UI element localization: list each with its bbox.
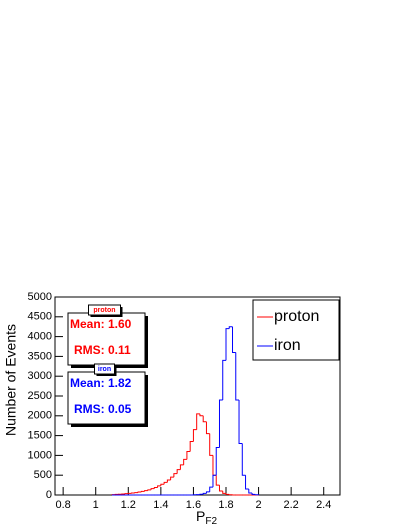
histogram-step: [222, 359, 226, 400]
histogram-step: [228, 326, 233, 329]
histogram-step: [166, 479, 171, 483]
x-tick-label: 1.2: [121, 499, 136, 511]
stats-header: [88, 304, 121, 316]
x-tick-label: 1.4: [153, 499, 168, 511]
y-tick-label: 1000: [28, 449, 52, 461]
histogram-step: [192, 429, 197, 442]
histogram-step: [245, 475, 249, 490]
stats-header: [94, 363, 115, 375]
x-tick-label: 1.8: [218, 499, 233, 511]
histogram-step: [153, 486, 158, 489]
histogram-step: [150, 488, 155, 490]
histogram-step: [160, 483, 165, 486]
x-tick-label: 1: [93, 499, 99, 511]
y-axis-title: Number of Events: [3, 324, 19, 436]
y-tick-label: 3500: [28, 350, 52, 362]
x-tick-label: 2.2: [283, 499, 298, 511]
y-tick-label: 5000: [28, 291, 52, 303]
histogram-step: [218, 399, 223, 448]
histogram-step: [212, 474, 217, 488]
x-tick-label: 0.8: [55, 499, 70, 511]
stats-rms: RMS: 0.05: [74, 402, 132, 416]
histogram-step: [202, 415, 207, 423]
legend-label: iron: [274, 337, 301, 354]
stats-mean: Mean: 1.60: [70, 317, 132, 331]
stats-box: [67, 371, 146, 425]
histogram-step: [147, 489, 152, 491]
histogram-step: [238, 399, 243, 445]
stats-box: [67, 312, 146, 366]
x-axis-title-sub: F2: [205, 516, 217, 527]
histogram-step: [163, 481, 168, 485]
histogram-step: [205, 491, 210, 494]
stats-title: proton: [93, 307, 115, 314]
y-tick-label: 4000: [28, 331, 52, 343]
histogram-step: [144, 490, 148, 492]
histogram-step: [202, 492, 207, 495]
histogram-step: [186, 450, 191, 460]
y-tick-label: 0: [46, 489, 52, 501]
histogram-step: [196, 413, 200, 430]
histogram-step: [140, 490, 145, 493]
histogram-step: [235, 352, 240, 401]
x-tick-label: 2.4: [316, 499, 331, 511]
histogram-step: [222, 491, 226, 494]
histogram-step: [215, 475, 220, 486]
histogram-step: [218, 485, 223, 492]
histogram-step: [179, 464, 184, 470]
histogram-step: [232, 326, 236, 353]
histogram-step: [189, 441, 194, 452]
x-axis-title: PF2: [196, 508, 217, 527]
y-tick-label: 4500: [28, 311, 52, 323]
y-tick-label: 500: [34, 469, 52, 481]
y-tick-label: 2000: [28, 410, 52, 422]
histogram-step: [205, 421, 210, 435]
histogram-step: [199, 413, 204, 417]
histogram-step: [225, 328, 230, 361]
stats-mean: Mean: 1.82: [70, 376, 132, 390]
x-axis-title-main: P: [196, 508, 205, 524]
legend-box: [252, 299, 340, 361]
y-tick-label: 3000: [28, 370, 52, 382]
histogram-step: [254, 494, 260, 496]
stats-rms: RMS: 0.11: [74, 343, 131, 357]
histogram-step: [157, 485, 161, 488]
legend-label: proton: [274, 308, 319, 325]
histogram-step: [176, 469, 181, 474]
histogram-step: [209, 433, 213, 456]
y-tick-label: 1500: [28, 430, 52, 442]
histogram-step: [251, 493, 256, 495]
histogram-step: [183, 458, 187, 465]
x-tick-label: 1.6: [186, 499, 201, 511]
x-tick-label: 2: [256, 499, 262, 511]
histogram-step: [209, 486, 213, 492]
histogram-step: [137, 491, 142, 493]
y-tick-label: 2500: [28, 390, 52, 402]
stats-title: iron: [98, 366, 111, 373]
histogram-step: [241, 443, 246, 476]
histogram-step: [248, 489, 253, 494]
histogram-step: [215, 446, 220, 476]
histogram-step: [173, 473, 178, 478]
histogram-step: [170, 476, 174, 480]
histogram-step: [225, 493, 230, 495]
